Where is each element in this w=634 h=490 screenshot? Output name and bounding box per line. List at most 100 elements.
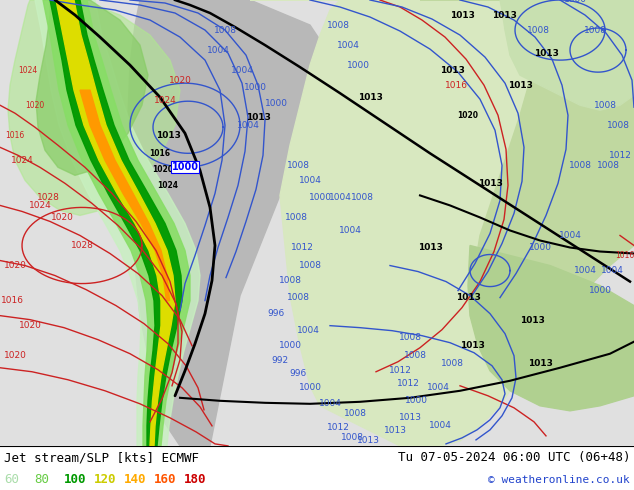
Text: 1020: 1020 (18, 321, 41, 330)
Polygon shape (36, 0, 148, 175)
Polygon shape (80, 90, 169, 300)
Text: 1016: 1016 (616, 251, 634, 260)
Text: 80: 80 (34, 473, 49, 487)
Text: 1000: 1000 (588, 286, 612, 295)
Text: 1020: 1020 (51, 213, 74, 222)
Text: 160: 160 (154, 473, 176, 487)
Text: 1004: 1004 (299, 176, 321, 185)
Text: 1013: 1013 (534, 49, 559, 58)
Text: 140: 140 (124, 473, 146, 487)
Text: 1000: 1000 (299, 383, 321, 392)
Text: 1000: 1000 (172, 163, 197, 172)
Text: 1004: 1004 (339, 226, 361, 235)
Text: 1013: 1013 (460, 341, 484, 350)
Text: 1000: 1000 (243, 83, 266, 92)
Text: 1028: 1028 (70, 241, 93, 250)
Polygon shape (500, 0, 634, 110)
Text: 1013: 1013 (491, 10, 517, 20)
Text: 1008: 1008 (287, 293, 309, 302)
Text: 1008: 1008 (569, 161, 592, 170)
Text: 1000: 1000 (529, 243, 552, 252)
Polygon shape (250, 0, 634, 446)
Text: 1008: 1008 (287, 161, 309, 170)
Polygon shape (468, 245, 634, 411)
Text: 1004: 1004 (231, 66, 254, 74)
Text: 1004: 1004 (297, 326, 320, 335)
Text: 1008: 1008 (340, 433, 363, 442)
Text: 1016: 1016 (150, 149, 171, 158)
Text: 1013: 1013 (399, 414, 422, 422)
Text: 1013: 1013 (245, 113, 271, 122)
Text: 1008: 1008 (214, 25, 236, 35)
Text: 1020: 1020 (4, 351, 27, 360)
Text: 1013: 1013 (384, 426, 406, 436)
Text: © weatheronline.co.uk: © weatheronline.co.uk (488, 475, 630, 485)
Text: 1000: 1000 (278, 341, 302, 350)
Text: 1008: 1008 (327, 21, 349, 29)
Text: 1008: 1008 (441, 359, 463, 368)
Text: 1008: 1008 (299, 261, 321, 270)
Text: 1004: 1004 (429, 421, 451, 430)
Text: 1004: 1004 (574, 266, 597, 275)
Text: 1020: 1020 (4, 261, 27, 270)
Text: 1016: 1016 (444, 81, 467, 90)
Text: 1000: 1000 (347, 61, 370, 70)
Text: 1012: 1012 (290, 243, 313, 252)
Text: 1008: 1008 (583, 25, 607, 35)
Text: 1024: 1024 (157, 181, 179, 190)
Text: 1008: 1008 (399, 333, 422, 342)
Text: 1024: 1024 (18, 66, 37, 74)
Text: 1024: 1024 (29, 201, 51, 210)
Text: 1008: 1008 (285, 213, 307, 222)
Text: 992: 992 (271, 356, 288, 365)
Text: 1013: 1013 (358, 93, 382, 102)
Text: 1008: 1008 (607, 121, 630, 130)
Polygon shape (8, 0, 180, 216)
Text: 1013: 1013 (527, 359, 552, 368)
Text: 1016: 1016 (1, 296, 23, 305)
Text: 1008: 1008 (344, 409, 366, 418)
Text: 996: 996 (268, 309, 285, 318)
Text: 1013: 1013 (418, 243, 443, 252)
Text: 1004: 1004 (328, 193, 351, 202)
Polygon shape (420, 0, 634, 316)
Text: Tu 07-05-2024 06:00 UTC (06+48): Tu 07-05-2024 06:00 UTC (06+48) (398, 451, 630, 465)
Text: 1008: 1008 (351, 193, 373, 202)
Polygon shape (50, 0, 182, 446)
Text: 1013: 1013 (508, 81, 533, 90)
Text: Jet stream/SLP [kts] ECMWF: Jet stream/SLP [kts] ECMWF (4, 451, 199, 465)
Text: 1020: 1020 (169, 75, 191, 85)
Text: 1012: 1012 (389, 366, 411, 375)
Polygon shape (56, 0, 175, 446)
Polygon shape (35, 0, 200, 446)
Text: 1008: 1008 (593, 101, 616, 110)
Text: 1028: 1028 (37, 193, 60, 202)
Text: 1004: 1004 (337, 41, 359, 49)
Text: 1000: 1000 (264, 98, 287, 108)
Text: 1008: 1008 (403, 351, 427, 360)
Text: 1000: 1000 (404, 396, 427, 405)
Text: 1004: 1004 (600, 266, 623, 275)
Text: 60: 60 (4, 473, 19, 487)
Text: 1012: 1012 (396, 379, 420, 388)
Text: 1004: 1004 (559, 231, 581, 240)
Text: 1013: 1013 (356, 437, 380, 445)
Polygon shape (58, 0, 86, 60)
Polygon shape (128, 0, 330, 446)
Polygon shape (43, 0, 190, 446)
Text: 1008: 1008 (526, 25, 550, 35)
Text: 1004: 1004 (427, 383, 450, 392)
Text: 1004: 1004 (318, 399, 342, 408)
Text: 1024: 1024 (11, 156, 34, 165)
Text: 1004: 1004 (207, 46, 230, 54)
Text: 1020: 1020 (458, 111, 479, 120)
Text: 1020: 1020 (25, 101, 44, 110)
Text: 996: 996 (289, 369, 307, 378)
Text: 1024: 1024 (153, 96, 176, 105)
Text: 1020: 1020 (153, 165, 174, 174)
Text: 1000: 1000 (309, 193, 332, 202)
Text: 100: 100 (64, 473, 86, 487)
Text: 1013: 1013 (477, 179, 502, 188)
Text: 1013: 1013 (456, 293, 481, 302)
Text: 1008: 1008 (597, 161, 619, 170)
